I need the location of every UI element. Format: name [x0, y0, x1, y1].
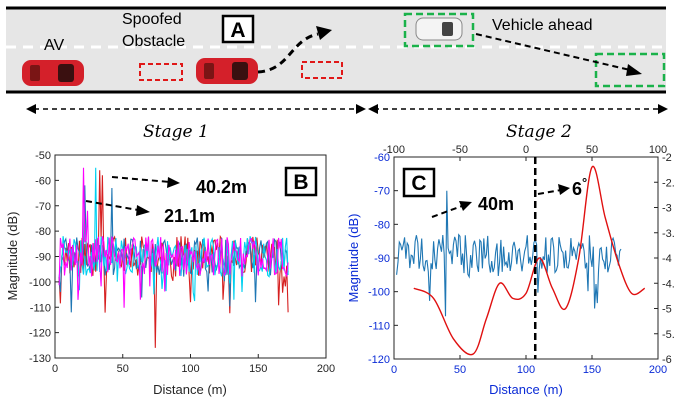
annotation-arrow-6deg: [537, 189, 562, 195]
label-spoofed-line1: Spoofed: [122, 11, 182, 28]
panel-c-box: [402, 167, 436, 198]
panel-c-ytick-label: -110: [369, 320, 390, 332]
panel-c-top-xtick-label: 100: [649, 144, 667, 156]
stage-timeline: Stage 1 Stage 2: [26, 104, 668, 142]
panel-c-right-ytick-label: -5: [662, 304, 672, 316]
vehicle-ahead-target-box: [594, 52, 666, 88]
annotation-21-1m: 21.1m: [164, 206, 215, 226]
annotation-40m: 40m: [478, 194, 514, 214]
panel-c-right-ytick-label: -2: [662, 152, 672, 164]
stage1-arrow-right: [356, 104, 366, 114]
panel-b-xtick-label: 200: [317, 363, 335, 375]
vehicle-ahead-arrow: [475, 33, 631, 71]
panel-b-ytick-label: -110: [30, 302, 51, 314]
panel-b-xlabel: Distance (m): [153, 382, 227, 397]
panel-b-ytick-label: -60: [35, 175, 51, 187]
panel-c-ytick-label: -100: [368, 287, 390, 299]
panel-a-label: A: [230, 19, 245, 42]
annotation-6-deg: 6°: [572, 175, 587, 199]
panel-c-xlabel: Distance (m): [489, 382, 563, 397]
panel-b-ytick-label: -120: [29, 328, 51, 340]
annotation-arrowhead-6deg: [558, 184, 570, 195]
annotation-arrowhead-40m-c: [459, 201, 472, 211]
panel-c-ytick-label: -120: [368, 354, 390, 366]
panel-b-xtick-label: 0: [52, 363, 58, 375]
panel-b-series-line-2: [58, 167, 289, 302]
label-vehicle-ahead: Vehicle ahead: [492, 17, 593, 34]
panel-c-ytick-label: -70: [374, 186, 390, 198]
vehicle-ahead-box: [403, 12, 475, 48]
panel-b-xtick-label: 100: [181, 363, 199, 375]
panel-b-series-line-3: [58, 167, 289, 308]
panel-a-box: [221, 14, 255, 44]
panel-b-ytick-label: -80: [35, 226, 51, 238]
annotation-arrowhead-40m: [167, 177, 180, 188]
panel-c-right-ytick-label: -3: [662, 203, 672, 215]
panel-c-top-xtick-label: 50: [586, 144, 598, 156]
stage2-label: Stage 2: [506, 122, 572, 142]
panel-c-ytick-label: -80: [374, 219, 390, 231]
panel-c-xtick-label: 100: [517, 364, 535, 376]
panel-c-right-ytick-label: -4.5: [662, 278, 674, 290]
panel-c-xtick-label: 50: [454, 364, 466, 376]
panel-c-xtick-label: 150: [583, 364, 601, 376]
vehicle-ahead-arrowhead: [626, 64, 642, 76]
annotation-arrow-21m: [85, 200, 139, 211]
panel-c-top-xtick-label: -50: [452, 144, 468, 156]
lane-change-arrow: [257, 32, 319, 74]
panel-c-label: C: [411, 172, 426, 195]
label-av: AV: [44, 37, 64, 54]
panel-c-series: [396, 165, 646, 356]
panel-c-xtick-label: 0: [391, 364, 397, 376]
panel-c-top-xtick-label: 0: [523, 144, 529, 156]
panel-c-top-xtick-label: -100: [383, 144, 405, 156]
vehicle-ahead-car: [415, 17, 463, 41]
panel-c-right-ytick-label: -2.5: [662, 177, 674, 189]
stage1-arrow-left: [26, 104, 36, 114]
panel-b-ytick-label: -90: [35, 252, 51, 264]
panel-b-ytick-label: -50: [35, 150, 51, 162]
panel-b-ytick-label: -100: [29, 277, 51, 289]
panel-c-ylabel: Magnitude (dB): [346, 214, 361, 303]
panel-b-ytick-label: -70: [35, 201, 51, 213]
panel-c-right-ytick-label: -3.5: [662, 228, 674, 240]
road: [6, 8, 666, 92]
road-scene: AV Spoofed Obstacle A Vehicle ahead: [6, 6, 666, 94]
lane-change-arrowhead: [316, 26, 332, 40]
label-spoofed-line2: Obstacle: [122, 33, 185, 50]
av-car: [22, 60, 84, 86]
annotation-arrow-40m: [111, 176, 171, 183]
panel-c-series-line-0: [396, 190, 622, 317]
stage2-arrow-right: [658, 104, 668, 114]
stage1-label: Stage 1: [143, 122, 209, 142]
annotation-arrowhead-21m: [136, 205, 150, 216]
spoofed-obstacle-1: [139, 63, 183, 81]
panel-c-xtick-label: 200: [649, 364, 667, 376]
attacked-car: [196, 58, 258, 84]
annotation-arrow-40m-c: [431, 205, 463, 218]
annotation-40-2m: 40.2m: [196, 177, 247, 197]
panel-b-label: B: [293, 171, 308, 194]
panel-c-right-ytick-label: -4: [662, 253, 672, 265]
spoofed-obstacle-2: [301, 61, 343, 79]
panel-c-series-line-1: [413, 165, 646, 356]
panel-b-xtick-label: 150: [249, 363, 267, 375]
panel-c-right-ytick-label: -5.5: [662, 329, 674, 341]
panel-c-ytick-label: -60: [374, 152, 390, 164]
panel-b-ytick-label: -130: [29, 353, 51, 365]
panel-b-ylabel: Magnitude (dB): [5, 212, 20, 301]
stage2-arrow-left: [368, 104, 378, 114]
panel-b-box: [284, 166, 318, 197]
degree-symbol: °: [582, 175, 587, 190]
panel-b-series: [58, 167, 289, 348]
panel-b-xtick-label: 50: [117, 363, 129, 375]
panel-c-ytick-label: -90: [374, 253, 390, 265]
panel-c-right-ytick-label: -6: [662, 354, 672, 366]
